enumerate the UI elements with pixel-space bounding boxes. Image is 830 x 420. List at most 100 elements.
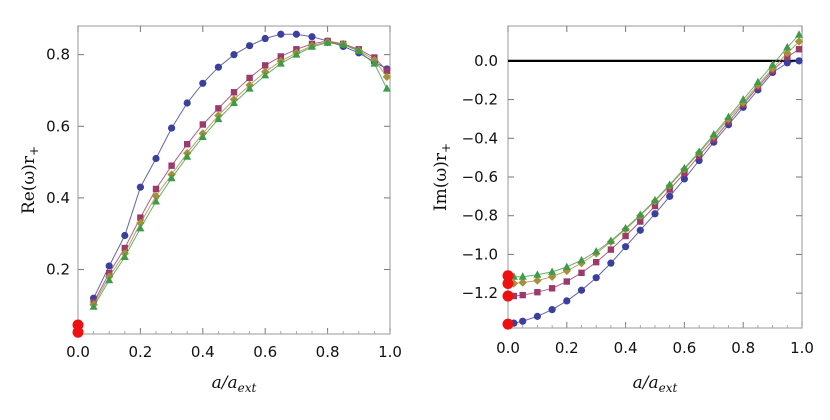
data-point: [137, 214, 144, 221]
data-point: [230, 89, 238, 96]
series-4: [89, 38, 391, 310]
data-point: [768, 64, 777, 73]
x-tick-label: 0.8: [731, 339, 755, 357]
data-point: [795, 30, 804, 38]
data-point: [276, 59, 285, 67]
data-point: [120, 252, 129, 260]
data-point: [577, 255, 586, 264]
data-point: [636, 226, 644, 234]
series-line: [513, 41, 800, 284]
y-axis-label: Im(ω)r+: [431, 143, 453, 211]
data-point: [577, 286, 586, 294]
data-point: [167, 173, 176, 182]
data-point: [651, 195, 659, 204]
data-point: [533, 276, 542, 285]
data-point: [183, 99, 191, 107]
data-point: [183, 152, 192, 160]
data-point: [277, 30, 285, 38]
series-line: [513, 34, 800, 278]
series-line: [93, 33, 388, 299]
data-point: [214, 63, 222, 71]
y-tick-label: 0.2: [46, 261, 70, 279]
data-point: [382, 84, 391, 92]
data-point: [308, 33, 316, 41]
x-tick-label: 0.4: [614, 339, 638, 357]
series-line: [513, 60, 800, 324]
data-point: [795, 46, 803, 53]
limit-point: [72, 319, 84, 331]
data-point: [199, 121, 206, 128]
data-point: [563, 278, 570, 285]
data-point: [136, 218, 145, 228]
data-point: [136, 223, 145, 232]
data-point: [795, 57, 803, 65]
panel-real-part: 0.0 0.2 0.4 0.6 0.8 1.0 0.2 0.4 0.6 0.8 Re(ω)r+ a/a…: [19, 25, 402, 395]
data-point: [607, 259, 615, 267]
series-2: [90, 37, 391, 306]
data-point: [152, 185, 160, 193]
data-point: [519, 317, 527, 325]
y-tick-label: 0.0: [474, 52, 498, 70]
data-point: [151, 191, 161, 201]
data-point: [680, 175, 689, 183]
limit-point: [502, 277, 514, 289]
data-point: [105, 262, 113, 270]
data-point: [214, 114, 223, 123]
data-point: [739, 95, 748, 103]
x-tick-label: 0.6: [672, 339, 696, 357]
data-point: [622, 232, 629, 240]
data-point: [548, 285, 556, 292]
data-point: [533, 312, 542, 320]
data-point: [593, 258, 600, 266]
data-point: [261, 71, 270, 79]
data-point: [563, 297, 571, 305]
series-4: [509, 30, 804, 280]
data-point: [383, 67, 391, 74]
data-point: [152, 154, 160, 163]
data-point: [510, 292, 518, 300]
data-point: [121, 244, 128, 252]
data-point: [292, 50, 301, 58]
data-point: [562, 266, 571, 276]
data-point: [136, 183, 144, 191]
limit-point: [502, 318, 514, 330]
data-point: [709, 130, 718, 138]
series-line: [93, 40, 388, 303]
data-point: [621, 223, 630, 232]
series-1: [90, 30, 391, 302]
y-tick-label: −1.2: [462, 284, 498, 302]
data-point: [246, 74, 253, 82]
y-tick-label: −0.6: [462, 168, 498, 186]
series-3: [89, 37, 392, 309]
data-point: [753, 77, 762, 86]
series-3: [509, 37, 804, 288]
y-tick-label: 0.8: [46, 46, 70, 64]
y-tick-label: 0.4: [46, 189, 70, 207]
data-point: [198, 132, 207, 141]
data-point: [323, 38, 332, 46]
data-point: [168, 124, 176, 132]
data-point: [230, 51, 238, 59]
data-point: [89, 302, 98, 310]
data-point: [562, 262, 571, 271]
y-tick-label: −1.0: [462, 245, 498, 263]
data-point: [518, 272, 527, 280]
series-2: [510, 46, 803, 300]
data-point: [261, 34, 269, 43]
x-tick-label: 0.4: [191, 343, 215, 361]
panel-imaginary-part: 0.0 0.2 0.4 0.6 0.8 1.0 −1.2 −1.0 −0.8 −0.6 −0.4 −0…: [431, 25, 814, 395]
y-axis-label: Re(ω)r+: [19, 146, 41, 214]
x-tick-label: 1.0: [378, 343, 402, 361]
data-point: [794, 37, 804, 46]
data-point: [578, 269, 585, 277]
data-point: [230, 98, 238, 106]
data-point: [533, 270, 542, 278]
data-point: [277, 53, 284, 60]
x-tick-label: 1.0: [790, 339, 814, 357]
y-tick-label: 0.6: [46, 117, 70, 135]
data-point: [105, 275, 114, 284]
data-point: [308, 42, 316, 50]
data-point: [592, 247, 601, 255]
